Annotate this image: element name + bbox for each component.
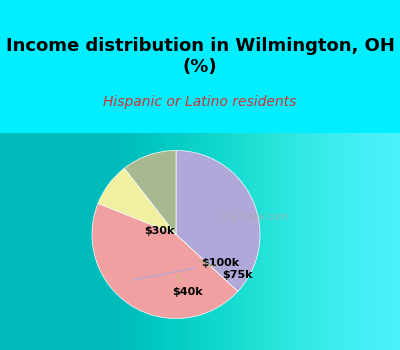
Text: Income distribution in Wilmington, OH
(%): Income distribution in Wilmington, OH (%… — [6, 37, 394, 76]
Wedge shape — [124, 150, 176, 234]
Wedge shape — [98, 168, 176, 234]
Wedge shape — [176, 150, 260, 292]
Text: City-Data.com: City-Data.com — [218, 212, 288, 222]
Text: $30k: $30k — [144, 226, 174, 237]
Text: $100k: $100k — [132, 258, 239, 280]
Text: $75k: $75k — [200, 261, 253, 280]
Wedge shape — [92, 203, 238, 318]
Text: $40k: $40k — [172, 275, 202, 297]
Text: Hispanic or Latino residents: Hispanic or Latino residents — [103, 95, 297, 109]
